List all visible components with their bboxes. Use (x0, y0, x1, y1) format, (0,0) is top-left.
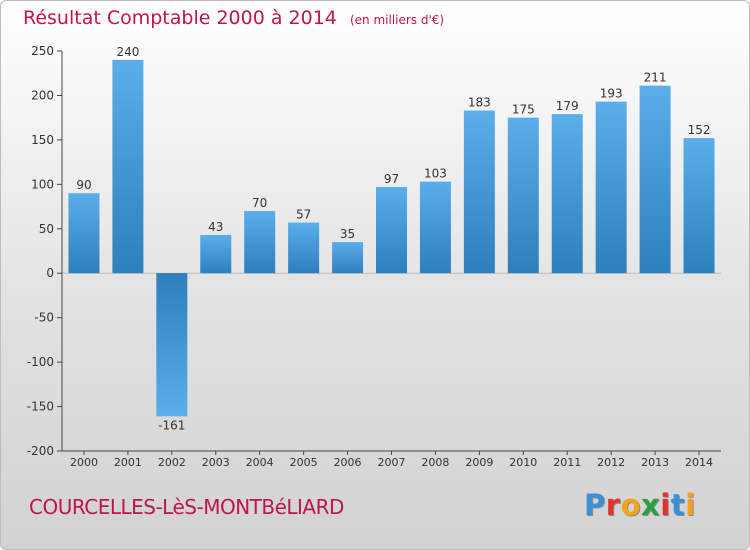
x-tick-label: 2005 (290, 456, 318, 469)
y-tick-label: -50 (34, 311, 54, 325)
x-tick-label: 2003 (202, 456, 230, 469)
logo-letter: i (685, 488, 696, 522)
data-label: 193 (600, 87, 623, 101)
logo-letter: o (620, 488, 642, 522)
chart-title-text: Résultat Comptable 2000 à 2014 (23, 7, 337, 29)
data-label: 240 (116, 45, 139, 59)
data-label: 211 (644, 71, 667, 85)
chart-title: Résultat Comptable 2000 à 2014 (en milli… (23, 7, 444, 29)
x-tick-label: 2006 (334, 456, 362, 469)
data-label: 97 (384, 172, 399, 186)
y-tick-label: 150 (31, 133, 54, 147)
bar (332, 242, 364, 274)
data-label: 103 (424, 167, 447, 181)
data-label: 175 (512, 103, 535, 117)
bar (376, 187, 407, 274)
bar (244, 211, 276, 274)
proxiti-logo: Proxiti (584, 488, 696, 522)
data-label: 183 (468, 96, 491, 110)
logo-letter: i (660, 488, 671, 522)
bar (200, 235, 232, 274)
x-tick-label: 2000 (70, 456, 98, 469)
logo-letter: x (641, 488, 661, 522)
x-tick-label: 2012 (597, 456, 625, 469)
x-tick-label: 2010 (509, 456, 537, 469)
y-tick-label: 200 (31, 88, 54, 102)
bar (639, 85, 671, 274)
y-tick-label: 0 (46, 266, 54, 280)
data-label: 35 (340, 227, 355, 241)
bar (507, 117, 539, 274)
logo-letter: r (605, 488, 621, 522)
y-tick-label: 50 (39, 222, 54, 236)
x-tick-label: 2004 (246, 456, 274, 469)
data-label: 43 (208, 220, 223, 234)
chart-axes: 250 200 150 100 50 0 -50 -100 -150 -200 2000 2001 20… (27, 44, 721, 469)
bar (68, 193, 100, 274)
bar (595, 101, 627, 274)
x-tick-label: 2008 (421, 456, 449, 469)
logo-letter: P (584, 488, 606, 522)
y-tick-label: 250 (31, 44, 54, 58)
bar (683, 138, 715, 274)
y-tick-label: -150 (27, 400, 54, 414)
y-tick-label: 100 (31, 177, 54, 191)
data-label: 57 (296, 208, 311, 222)
x-tick-label: 2014 (685, 456, 713, 469)
y-tick-label: -100 (27, 355, 54, 369)
chart-unit: (en milliers d'€) (349, 13, 445, 27)
chart-value-labels: 90 240 -161 43 70 57 35 97 103 183 175 179 193 211 152 (76, 45, 710, 432)
place-name: COURCELLES-LèS-MONTBéLIARD (29, 495, 344, 519)
y-tick-label: -200 (27, 444, 54, 458)
logo-letter: t (670, 488, 686, 522)
bar (419, 181, 451, 274)
bar (288, 222, 320, 274)
data-label: -161 (158, 418, 185, 432)
chart-bars (68, 59, 715, 417)
data-label: 70 (252, 196, 267, 210)
x-tick-label: 2011 (553, 456, 581, 469)
bar (156, 273, 188, 417)
bar (551, 114, 583, 274)
x-tick-label: 2009 (465, 456, 493, 469)
x-tick-label: 2007 (378, 456, 406, 469)
data-label: 179 (556, 99, 579, 113)
x-tick-label: 2013 (641, 456, 669, 469)
data-label: 152 (688, 123, 711, 137)
bar (112, 59, 144, 274)
x-tick-label: 2002 (158, 456, 186, 469)
data-label: 90 (76, 178, 91, 192)
x-tick-label: 2001 (114, 456, 142, 469)
bar (463, 110, 495, 274)
